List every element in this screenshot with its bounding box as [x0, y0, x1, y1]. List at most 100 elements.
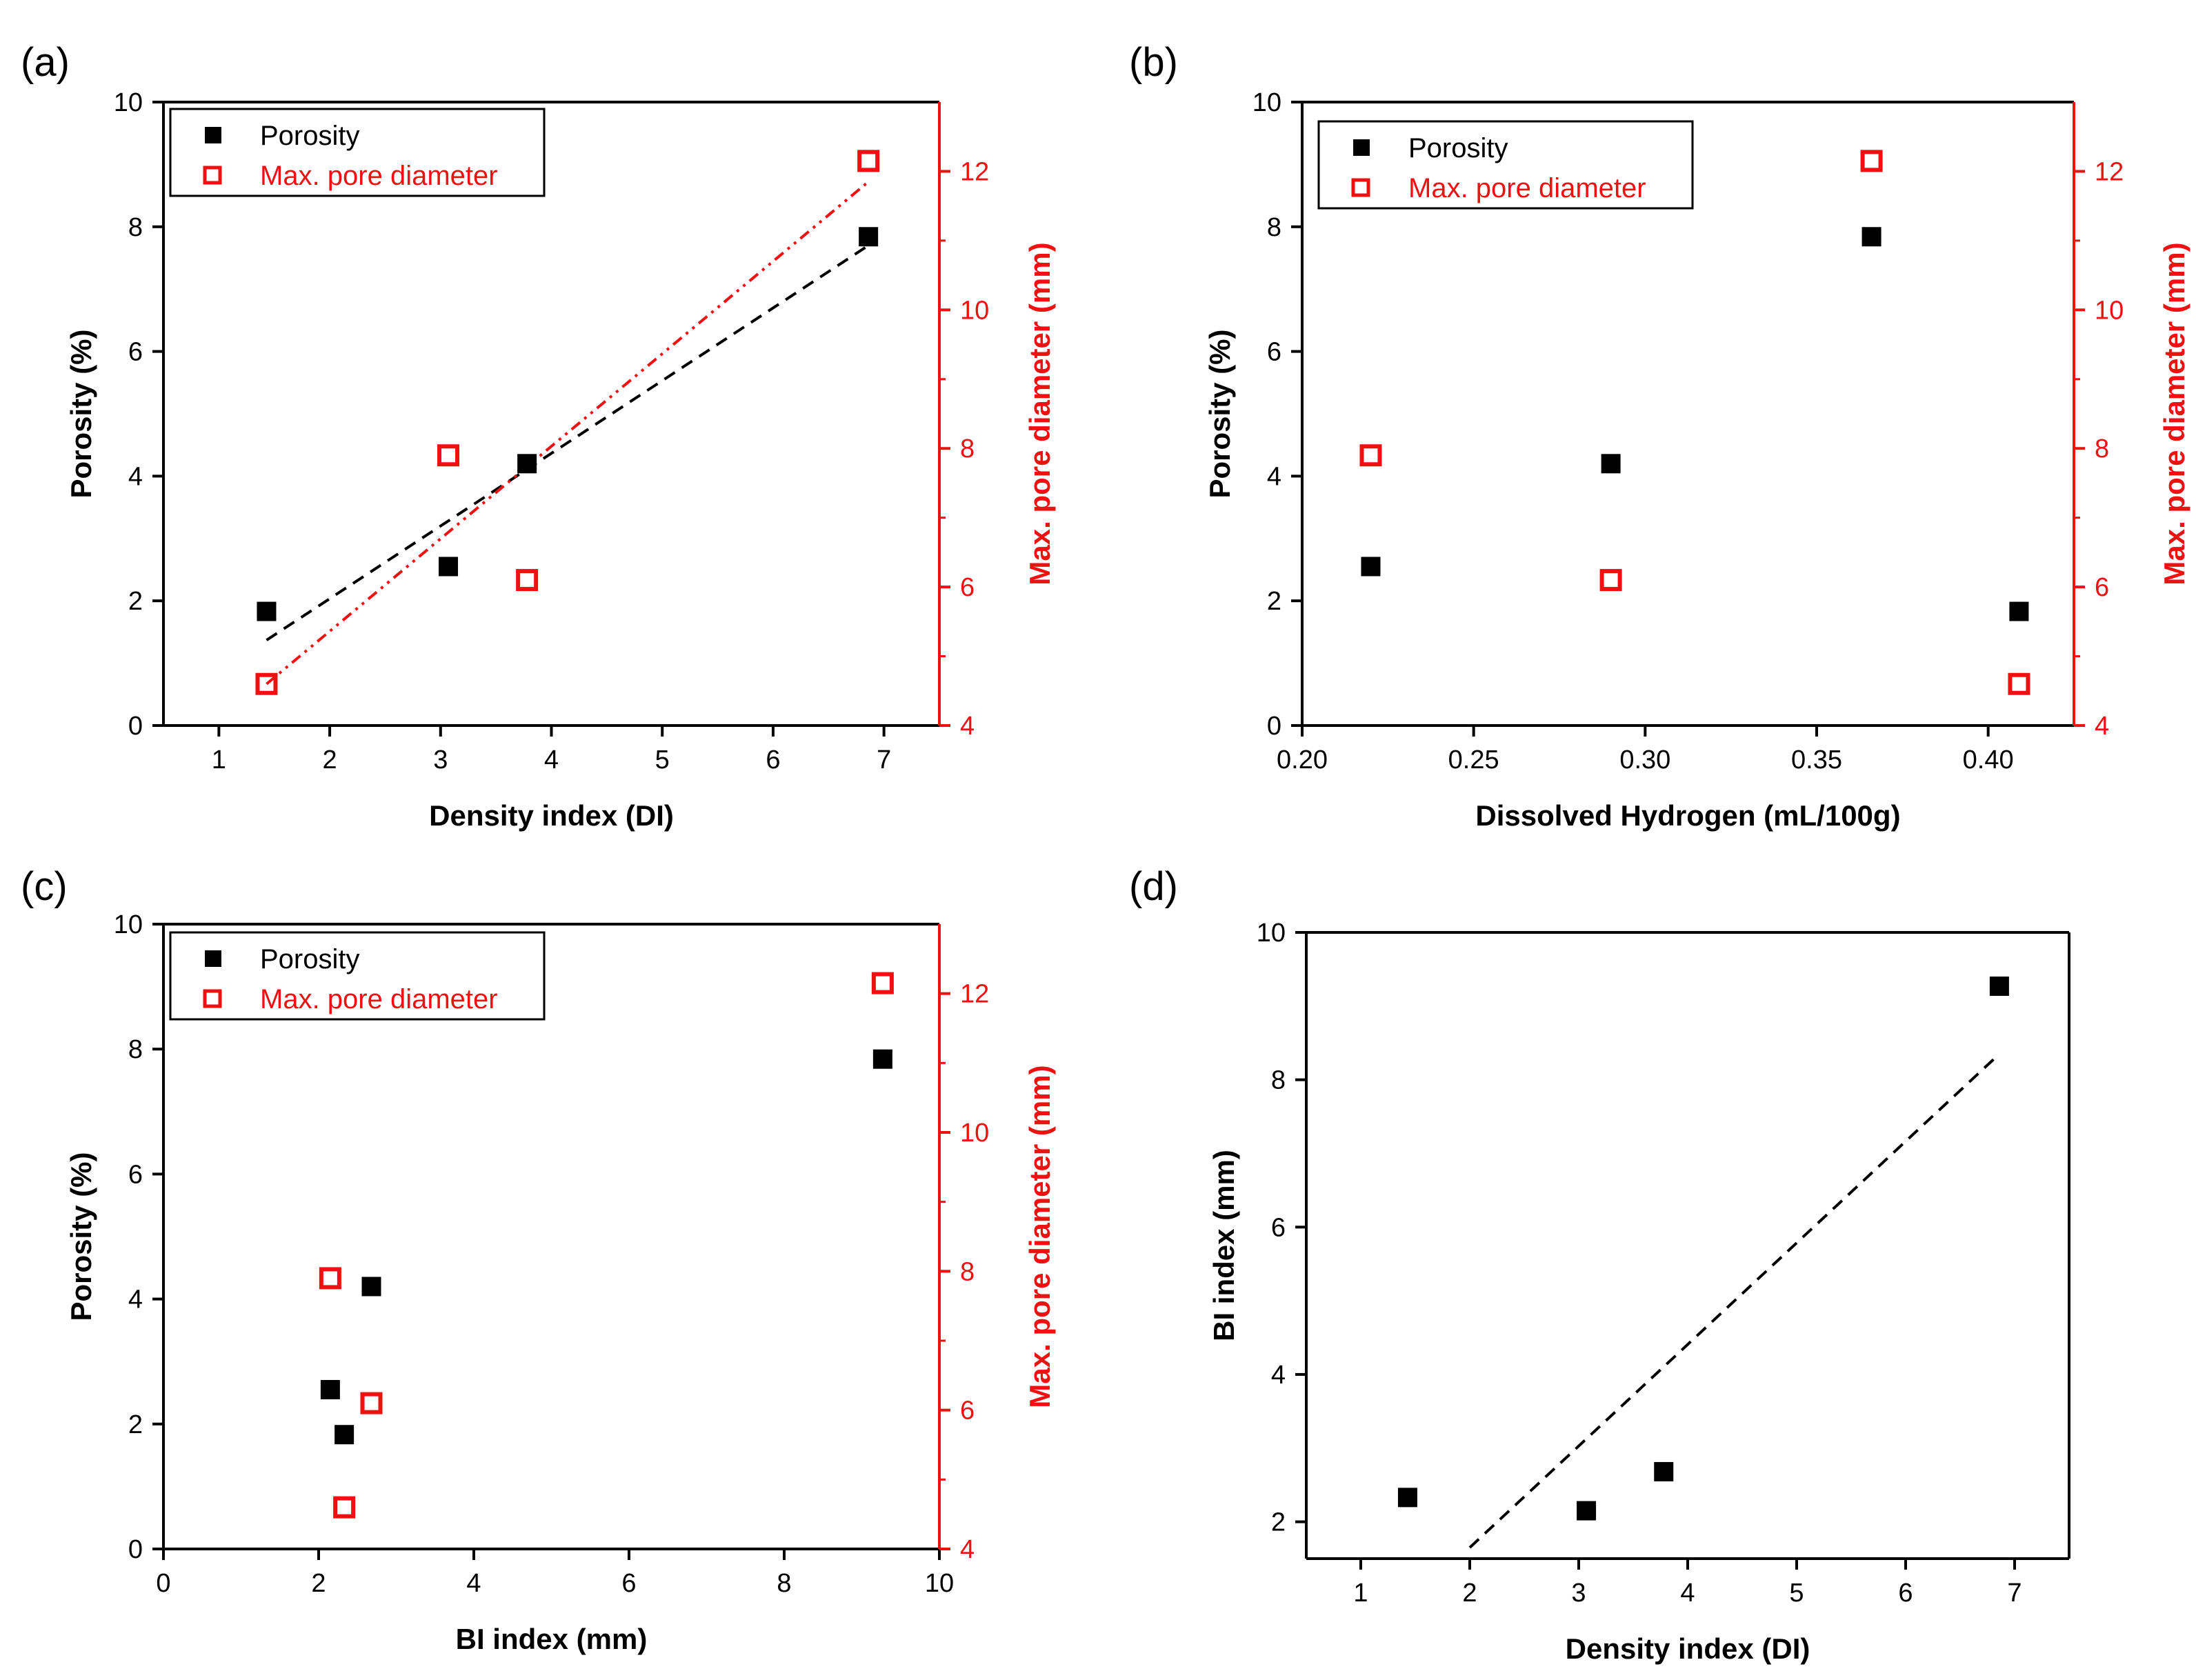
data-point-max-pore-diameter — [437, 444, 460, 467]
y2-tick-label: 8 — [2095, 434, 2109, 463]
y-tick-label: 0 — [128, 1535, 143, 1564]
data-point-max-pore-diameter — [333, 1496, 356, 1519]
x-axis-title: Dissolved Hydrogen (mL/100g) — [1475, 799, 1900, 832]
data-point-porosity — [872, 1049, 892, 1069]
legend-marker-porosity — [1353, 139, 1370, 156]
data-point-porosity — [1601, 454, 1621, 474]
x-tick-label: 5 — [655, 746, 670, 774]
fit-line-porosity — [266, 244, 870, 641]
y2-tick-label: 10 — [960, 1119, 989, 1148]
legend-label: Max. pore diameter — [260, 984, 498, 1014]
data-point-bi-index — [1577, 1501, 1597, 1521]
data-point-max-pore-diameter — [1359, 444, 1382, 467]
x-tick-label: 0.25 — [1448, 746, 1499, 774]
panel-label: (d) — [1129, 864, 1178, 909]
x-tick-label: 1 — [1353, 1579, 1368, 1608]
y-axis-title: Porosity (%) — [65, 329, 97, 498]
y-tick-label: 2 — [128, 587, 143, 616]
x-tick-label: 2 — [311, 1569, 326, 1598]
x-tick-label: 2 — [323, 746, 337, 774]
x-tick-label: 3 — [1571, 1579, 1586, 1608]
legend-marker-max-pore-diameter — [203, 989, 222, 1008]
panel-label: (b) — [1129, 40, 1178, 85]
y-tick-label: 6 — [1271, 1213, 1286, 1242]
data-point-porosity — [517, 454, 537, 474]
x-tick-label: 4 — [466, 1569, 481, 1598]
legend-label: Max. pore diameter — [1408, 173, 1646, 203]
chart-panel-d: (d) 1 2 3 4 5 6 7 2 4 6 8 10 Density index (DI) BI ind… — [1129, 864, 2070, 1665]
x-tick-label: 7 — [877, 746, 891, 774]
x-tick-label: 0.20 — [1277, 746, 1328, 774]
data-point-max-pore-diameter — [516, 569, 539, 592]
data-point-porosity — [859, 227, 879, 247]
data-point-porosity — [257, 601, 277, 621]
legend-label: Max. pore diameter — [260, 161, 498, 191]
x-axis-title: BI index (mm) — [456, 1623, 648, 1655]
y-axis-title: Porosity (%) — [1204, 329, 1236, 498]
legend-label: Porosity — [260, 944, 360, 974]
y-tick-label: 10 — [1252, 88, 1281, 117]
data-point-max-pore-diameter — [1599, 569, 1622, 592]
x-tick-label: 3 — [433, 746, 448, 774]
y-axis-title: BI index (mm) — [1208, 1150, 1240, 1341]
x-axis-title: Density index (DI) — [429, 799, 674, 832]
data-point-bi-index — [1989, 976, 2009, 996]
data-point-porosity — [320, 1379, 340, 1399]
legend-box — [1317, 120, 1694, 210]
x-tick-label: 8 — [777, 1569, 791, 1598]
y2-axis-title: Max. pore diameter (mm) — [2158, 242, 2190, 585]
x-tick-label: 6 — [621, 1569, 636, 1598]
panel-label: (c) — [21, 864, 68, 909]
data-point-porosity — [439, 557, 459, 577]
data-point-bi-index — [1397, 1488, 1417, 1508]
x-tick-label: 0.35 — [1791, 746, 1842, 774]
x-tick-label: 6 — [766, 746, 780, 774]
y-tick-label: 4 — [1267, 462, 1281, 491]
data-point-max-pore-diameter — [871, 972, 894, 994]
y-tick-label: 10 — [114, 910, 143, 939]
y2-tick-label: 10 — [960, 296, 989, 325]
y-tick-label: 8 — [128, 1035, 143, 1064]
legend-label: Porosity — [1408, 133, 1508, 163]
x-tick-label: 4 — [1680, 1579, 1695, 1608]
data-point-max-pore-diameter — [319, 1267, 341, 1290]
y2-tick-label: 8 — [960, 1257, 975, 1286]
x-tick-label: 4 — [544, 746, 559, 774]
data-point-max-pore-diameter — [857, 150, 880, 172]
y-tick-label: 4 — [1271, 1361, 1286, 1390]
y-tick-label: 10 — [1257, 919, 1286, 948]
x-tick-label: 0.30 — [1619, 746, 1670, 774]
y-tick-label: 6 — [1267, 338, 1281, 367]
y2-tick-label: 12 — [960, 980, 989, 1009]
x-tick-label: 7 — [2007, 1579, 2022, 1608]
y-tick-label: 8 — [1267, 213, 1281, 242]
y2-axis-title: Max. pore diameter (mm) — [1024, 1065, 1056, 1408]
data-point-porosity — [1361, 557, 1381, 577]
chart-panel-b: (b) 0.20 0.25 0.30 0.35 0.40 0 2 4 6 8 10 4 6 8 10 12 Dis… — [1129, 40, 2190, 832]
legend-marker-max-pore-diameter — [203, 166, 222, 185]
fit-line-porosity — [1468, 1052, 2001, 1549]
legend-label: Porosity — [260, 121, 360, 151]
y-axis-title: Porosity (%) — [65, 1152, 97, 1321]
x-tick-label: 0 — [156, 1569, 170, 1598]
legend-box — [169, 108, 546, 197]
y-tick-label: 2 — [128, 1410, 143, 1439]
y2-tick-label: 4 — [2095, 712, 2109, 741]
data-point-porosity — [1861, 227, 1881, 247]
y-tick-label: 0 — [128, 712, 143, 741]
y-tick-label: 4 — [128, 462, 143, 491]
y-tick-label: 8 — [1271, 1066, 1286, 1095]
data-point-bi-index — [1654, 1461, 1674, 1481]
y2-tick-label: 6 — [2095, 573, 2109, 602]
x-tick-label: 10 — [925, 1569, 954, 1598]
y2-tick-label: 10 — [2095, 296, 2124, 325]
legend-box — [169, 931, 546, 1021]
data-point-max-pore-diameter — [1860, 150, 1883, 172]
y2-tick-label: 12 — [960, 157, 989, 186]
legend-marker-porosity — [205, 127, 221, 143]
y-tick-label: 4 — [128, 1286, 143, 1314]
